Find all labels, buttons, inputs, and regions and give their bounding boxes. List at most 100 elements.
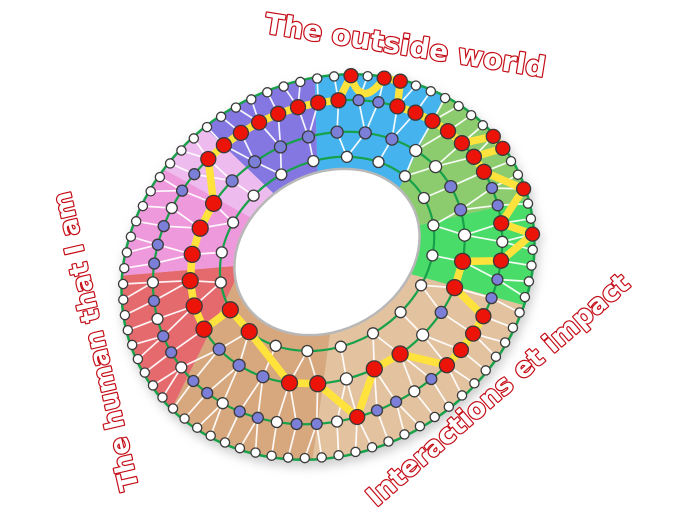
node-D-0[interactable] bbox=[505, 155, 517, 167]
node-D-58[interactable] bbox=[246, 94, 257, 105]
node-D-36[interactable] bbox=[157, 392, 168, 403]
node-C-14[interactable] bbox=[389, 395, 403, 408]
node-D-39[interactable] bbox=[132, 353, 144, 365]
node-D-24[interactable] bbox=[333, 450, 344, 461]
node-C-52[interactable] bbox=[453, 135, 471, 152]
node-D-6[interactable] bbox=[527, 244, 538, 256]
node-D-56[interactable] bbox=[215, 111, 227, 123]
node-B-28[interactable] bbox=[409, 143, 423, 158]
node-C-42[interactable] bbox=[270, 105, 287, 122]
node-B-10[interactable] bbox=[309, 375, 327, 393]
node-D-10[interactable] bbox=[514, 307, 525, 318]
node-C-33[interactable] bbox=[151, 238, 164, 251]
node-A-5[interactable] bbox=[366, 327, 380, 340]
node-A-14[interactable] bbox=[247, 189, 260, 202]
node-C-20[interactable] bbox=[270, 415, 283, 429]
node-D-12[interactable] bbox=[499, 337, 511, 348]
node-C-6[interactable] bbox=[491, 273, 504, 286]
node-C-3[interactable] bbox=[493, 215, 510, 232]
node-A-1[interactable] bbox=[427, 219, 440, 232]
node-D-4[interactable] bbox=[525, 213, 537, 224]
node-D-21[interactable] bbox=[383, 436, 394, 447]
node-D-47[interactable] bbox=[125, 231, 137, 242]
node-B-20[interactable] bbox=[204, 194, 223, 213]
node-D-57[interactable] bbox=[230, 102, 242, 113]
node-D-46[interactable] bbox=[121, 247, 133, 258]
node-B-1[interactable] bbox=[453, 203, 468, 217]
node-B-8[interactable] bbox=[365, 360, 383, 378]
node-B-23[interactable] bbox=[273, 140, 288, 154]
node-C-38[interactable] bbox=[200, 150, 217, 168]
node-C-26[interactable] bbox=[175, 361, 188, 374]
node-C-45[interactable] bbox=[330, 92, 347, 109]
node-C-41[interactable] bbox=[250, 114, 268, 131]
node-A-2[interactable] bbox=[426, 249, 439, 262]
node-D-74[interactable] bbox=[485, 128, 501, 145]
node-D-15[interactable] bbox=[469, 378, 480, 389]
node-C-15[interactable] bbox=[370, 404, 384, 417]
node-B-14[interactable] bbox=[212, 342, 226, 356]
node-D-7[interactable] bbox=[526, 260, 537, 271]
node-A-11[interactable] bbox=[214, 276, 227, 289]
node-D-51[interactable] bbox=[154, 171, 166, 183]
node-A-4[interactable] bbox=[394, 306, 407, 319]
node-C-32[interactable] bbox=[148, 257, 161, 270]
node-D-32[interactable] bbox=[205, 430, 216, 441]
node-C-25[interactable] bbox=[187, 374, 200, 388]
node-D-75[interactable] bbox=[495, 140, 511, 157]
node-C-37[interactable] bbox=[188, 168, 201, 181]
node-C-11[interactable] bbox=[438, 357, 456, 374]
node-B-21[interactable] bbox=[225, 174, 239, 188]
node-B-16[interactable] bbox=[185, 297, 203, 315]
node-D-22[interactable] bbox=[366, 442, 378, 453]
node-C-12[interactable] bbox=[425, 372, 438, 386]
node-D-73[interactable] bbox=[477, 120, 489, 131]
node-D-53[interactable] bbox=[176, 145, 187, 156]
node-D-2[interactable] bbox=[515, 181, 532, 197]
node-D-71[interactable] bbox=[453, 100, 464, 112]
node-C-5[interactable] bbox=[492, 252, 510, 269]
node-D-40[interactable] bbox=[126, 339, 138, 351]
node-D-59[interactable] bbox=[262, 87, 273, 98]
node-A-18[interactable] bbox=[372, 155, 385, 169]
node-D-28[interactable] bbox=[266, 450, 277, 461]
node-B-5[interactable] bbox=[434, 305, 448, 320]
node-C-16[interactable] bbox=[349, 408, 366, 426]
node-D-66[interactable] bbox=[376, 70, 392, 86]
node-D-18[interactable] bbox=[429, 411, 440, 423]
node-D-23[interactable] bbox=[350, 446, 361, 458]
node-D-63[interactable] bbox=[328, 71, 340, 82]
node-B-2[interactable] bbox=[457, 228, 472, 242]
node-A-12[interactable] bbox=[215, 246, 228, 259]
node-D-42[interactable] bbox=[119, 309, 131, 321]
node-C-49[interactable] bbox=[407, 104, 424, 121]
node-D-52[interactable] bbox=[164, 158, 176, 169]
node-C-53[interactable] bbox=[465, 148, 483, 165]
node-A-13[interactable] bbox=[226, 216, 240, 229]
node-D-14[interactable] bbox=[480, 365, 491, 376]
node-D-55[interactable] bbox=[201, 121, 213, 133]
node-C-13[interactable] bbox=[408, 385, 421, 398]
node-B-18[interactable] bbox=[183, 245, 201, 264]
node-D-38[interactable] bbox=[139, 367, 151, 378]
node-C-22[interactable] bbox=[233, 405, 246, 418]
node-D-72[interactable] bbox=[465, 109, 477, 121]
node-C-46[interactable] bbox=[352, 94, 365, 107]
node-D-8[interactable] bbox=[523, 276, 535, 287]
node-B-27[interactable] bbox=[385, 132, 399, 146]
node-C-28[interactable] bbox=[157, 330, 170, 343]
node-C-4[interactable] bbox=[496, 235, 509, 248]
node-A-6[interactable] bbox=[334, 340, 347, 353]
node-C-19[interactable] bbox=[290, 417, 303, 431]
node-D-3[interactable] bbox=[522, 198, 534, 209]
node-C-7[interactable] bbox=[485, 291, 498, 305]
node-D-5[interactable] bbox=[524, 226, 541, 242]
node-C-23[interactable] bbox=[216, 397, 229, 410]
node-D-65[interactable] bbox=[362, 70, 373, 82]
node-C-48[interactable] bbox=[389, 98, 406, 115]
node-D-50[interactable] bbox=[145, 186, 156, 197]
node-D-31[interactable] bbox=[219, 437, 231, 448]
node-D-11[interactable] bbox=[507, 322, 519, 333]
node-D-29[interactable] bbox=[250, 447, 261, 458]
node-D-70[interactable] bbox=[439, 92, 451, 104]
